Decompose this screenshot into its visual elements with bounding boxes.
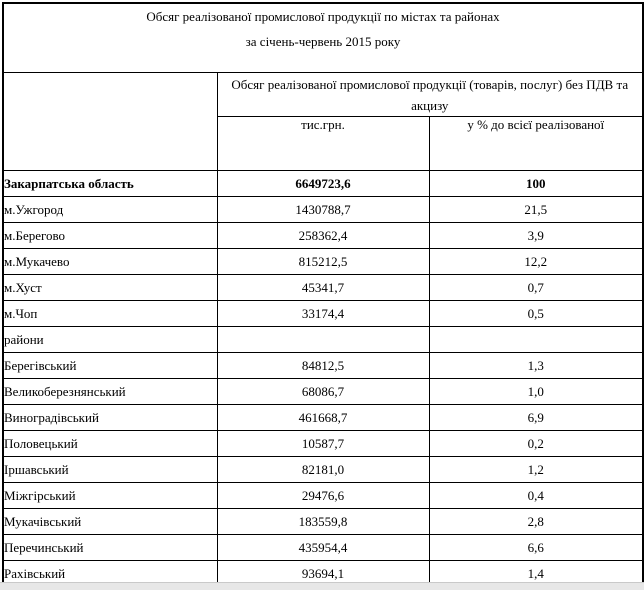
column-header-value: тис.грн.: [216, 116, 430, 171]
region-name-cell: Половецький: [2, 430, 218, 457]
table-header: Обсяг реалізованої промислової продукції…: [2, 2, 644, 171]
table-row: м.Хуст 45341,7 0,7: [2, 274, 644, 301]
region-name-cell: Перечинський: [2, 534, 218, 561]
region-name-cell: м.Хуст: [2, 274, 218, 301]
value-cell: 461668,7: [216, 404, 430, 431]
table-body: Закарпатська область 6649723,6 100 м.Ужгоро…: [2, 170, 644, 588]
table-row: м.Ужгород 1430788,7 21,5: [2, 196, 644, 223]
percent-cell: 2,8: [428, 508, 644, 535]
region-name-cell: м.Берегово: [2, 222, 218, 249]
group-header-cell: Обсяг реалізованої промислової продукції…: [216, 72, 644, 117]
value-cell: 183559,8: [216, 508, 430, 535]
percent-cell: 6,6: [428, 534, 644, 561]
percent-cell: 1,2: [428, 456, 644, 483]
region-name-cell: м.Мукачево: [2, 248, 218, 275]
value-cell: 435954,4: [216, 534, 430, 561]
value-cell: [216, 326, 430, 353]
value-cell: 84812,5: [216, 352, 430, 379]
percent-cell: 1,0: [428, 378, 644, 405]
table-row: Виноградівський 461668,7 6,9: [2, 404, 644, 431]
percent-cell: 0,2: [428, 430, 644, 457]
report-title-line1: Обсяг реалізованої промислової продукції…: [146, 9, 500, 24]
table-row: Перечинський 435954,4 6,6: [2, 534, 644, 561]
table-row: м.Мукачево 815212,5 12,2: [2, 248, 644, 275]
region-name-cell: м.Ужгород: [2, 196, 218, 223]
column-header-percent: у % до всієї реалізованої: [428, 116, 644, 171]
percent-cell: 12,2: [428, 248, 644, 275]
region-name-cell: Міжгірський: [2, 482, 218, 509]
region-name-cell: Закарпатська область: [2, 170, 218, 197]
table-row: Іршавський 82181,0 1,2: [2, 456, 644, 483]
percent-cell: 6,9: [428, 404, 644, 431]
table-row: Мукачівський 183559,8 2,8: [2, 508, 644, 535]
table-row: м.Берегово 258362,4 3,9: [2, 222, 644, 249]
value-cell: 258362,4: [216, 222, 430, 249]
group-header-row: Обсяг реалізованої промислової продукції…: [2, 72, 644, 171]
table-row: Великоберезнянський 68086,7 1,0: [2, 378, 644, 405]
region-name-cell: райони: [2, 326, 218, 353]
percent-cell: 0,5: [428, 300, 644, 327]
corner-cell: [2, 72, 218, 171]
sub-header-row: тис.грн. у % до всієї реалізованої: [3, 116, 644, 171]
region-name-cell: Берегівський: [2, 352, 218, 379]
value-cell: 33174,4: [216, 300, 430, 327]
region-name-cell: Великоберезнянський: [2, 378, 218, 405]
percent-cell: [428, 326, 644, 353]
table-row: Половецький 10587,7 0,2: [2, 430, 644, 457]
value-cell: 45341,7: [216, 274, 430, 301]
percent-cell: 0,7: [428, 274, 644, 301]
region-name-cell: Іршавський: [2, 456, 218, 483]
value-cell: 29476,6: [216, 482, 430, 509]
table-row: Берегівський 84812,5 1,3: [2, 352, 644, 379]
table-row: райони: [2, 326, 644, 353]
percent-cell: 0,4: [428, 482, 644, 509]
table-row: Міжгірський 29476,6 0,4: [2, 482, 644, 509]
percent-cell: 3,9: [428, 222, 644, 249]
percent-cell: 21,5: [428, 196, 644, 223]
value-cell: 6649723,6: [216, 170, 430, 197]
value-cell: 10587,7: [216, 430, 430, 457]
region-name-cell: м.Чоп: [2, 300, 218, 327]
percent-cell: 100: [428, 170, 644, 197]
value-cell: 1430788,7: [216, 196, 430, 223]
value-cell: 815212,5: [216, 248, 430, 275]
value-cell: 68086,7: [216, 378, 430, 405]
percent-cell: 1,3: [428, 352, 644, 379]
table-row: Закарпатська область 6649723,6 100: [2, 170, 644, 197]
value-cell: 82181,0: [216, 456, 430, 483]
title-row: Обсяг реалізованої промислової продукції…: [2, 2, 644, 73]
region-name-cell: Виноградівський: [2, 404, 218, 431]
report-title-line2: за січень-червень 2015 року: [245, 34, 401, 49]
report-title: Обсяг реалізованої промислової продукції…: [2, 2, 644, 73]
page-edge-strip: [0, 582, 644, 590]
region-name-cell: Мукачівський: [2, 508, 218, 535]
table-row: м.Чоп 33174,4 0,5: [2, 300, 644, 327]
